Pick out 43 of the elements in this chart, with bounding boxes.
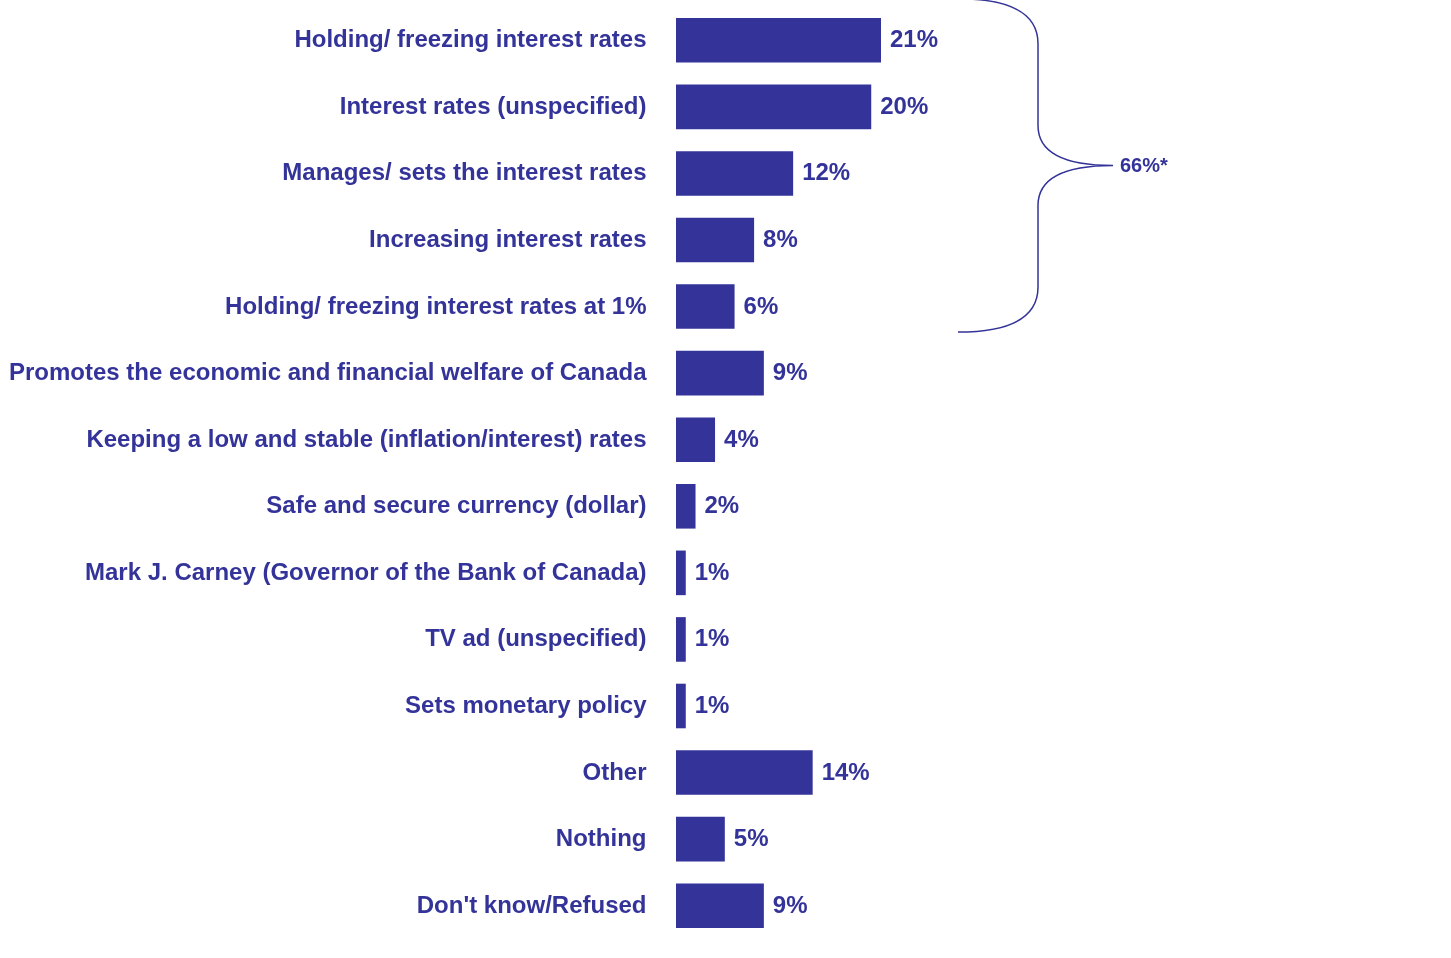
y-tick-label: Holding/ freezing interest rates at 1%: [225, 291, 647, 319]
bar: [676, 84, 872, 130]
y-tick-label: Safe and secure currency (dollar): [266, 491, 647, 519]
data-label: 1%: [694, 557, 730, 585]
data-label: 1%: [694, 624, 730, 652]
data-label: 5%: [733, 824, 769, 852]
data-label: 8%: [763, 225, 798, 252]
bar: [676, 417, 716, 463]
y-tick-label: Other: [582, 757, 647, 785]
bar: [676, 683, 686, 729]
data-label: 1%: [694, 691, 730, 718]
bar: [676, 483, 696, 529]
data-label: 9%: [772, 890, 808, 918]
y-tick-label: Increasing interest rates: [369, 225, 647, 252]
data-label: 14%: [821, 757, 870, 785]
data-label: 2%: [704, 491, 740, 519]
y-tick-label: Promotes the economic and financial welfare of Canada: [9, 358, 648, 386]
bar: [676, 617, 686, 662]
bar: [676, 284, 735, 329]
y-tick-label: Manages/ sets the interest rates: [282, 158, 647, 186]
bar: [676, 350, 764, 396]
y-tick-label: Keeping a low and stable (inflation/interest) rates: [86, 424, 647, 452]
y-tick-label: Mark J. Carney (Governor of the Bank of Canada): [85, 557, 647, 585]
bar: [676, 550, 686, 596]
data-label: 9%: [772, 358, 808, 386]
bar: [676, 816, 725, 862]
data-label: 6%: [743, 291, 779, 319]
bar: [676, 217, 755, 263]
data-label: 20%: [880, 91, 929, 119]
data-label: 12%: [802, 158, 851, 186]
y-tick-label: Nothing: [555, 824, 647, 852]
y-tick-label: TV ad (unspecified): [425, 624, 647, 652]
y-tick-label: Don't know/Refused: [416, 890, 647, 918]
y-tick-label: Interest rates (unspecified): [339, 91, 647, 119]
data-label: 21%: [890, 25, 939, 53]
text: 66%*: [1120, 154, 1169, 177]
y-tick-label: Holding/ freezing interest rates: [294, 25, 647, 53]
bar: [676, 17, 881, 63]
y-tick-label: Sets monetary policy: [405, 691, 648, 718]
bar: [676, 151, 794, 196]
bar: [676, 883, 764, 929]
data-label: 4%: [724, 424, 759, 452]
bar: [676, 750, 813, 795]
